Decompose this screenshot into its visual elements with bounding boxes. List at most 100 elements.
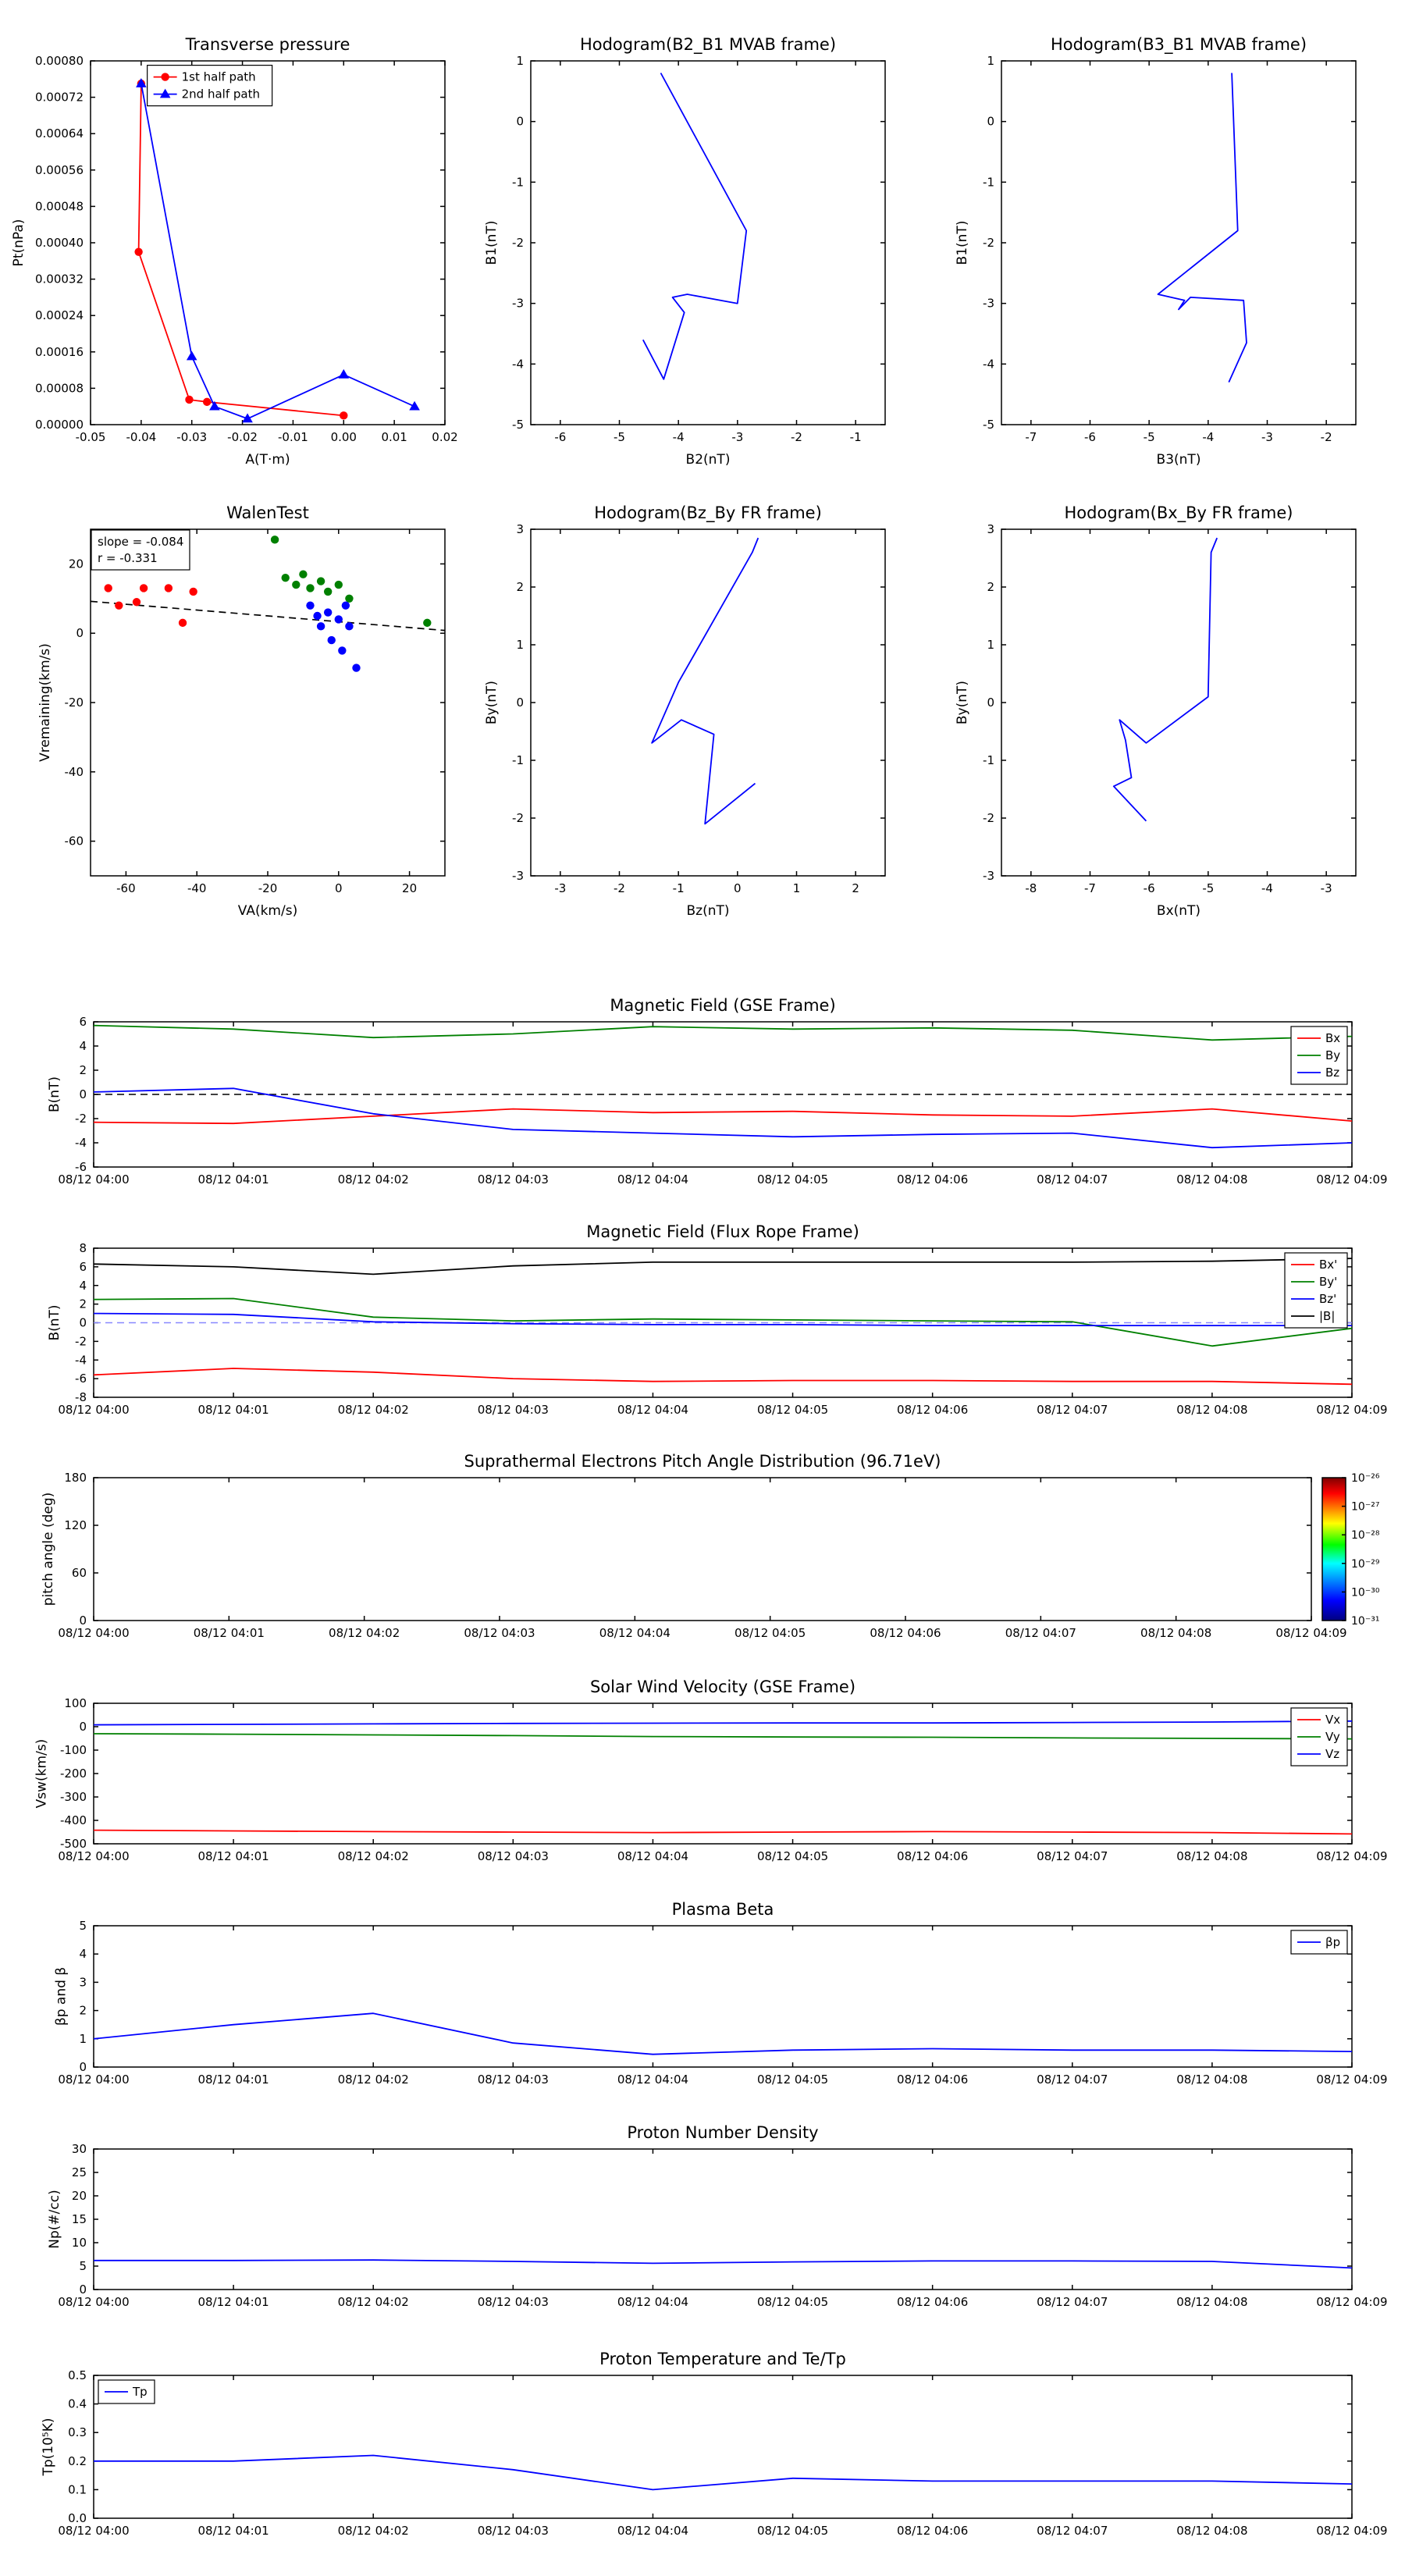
svg-text:Bz(nT): Bz(nT) [686, 903, 729, 919]
svg-text:βp and β: βp and β [54, 1967, 69, 2026]
svg-text:5: 5 [79, 2259, 87, 2273]
svg-text:Tp: Tp [132, 2385, 148, 2399]
svg-text:08/12 04:01: 08/12 04:01 [197, 1403, 269, 1417]
svg-text:-6: -6 [554, 430, 566, 444]
svg-text:0.00048: 0.00048 [35, 199, 84, 213]
svg-text:-4: -4 [673, 430, 685, 444]
svg-text:B(nT): B(nT) [47, 1076, 62, 1112]
svg-text:08/12 04:03: 08/12 04:03 [464, 1626, 535, 1640]
svg-text:1: 1 [516, 638, 524, 652]
svg-text:0.00016: 0.00016 [35, 345, 84, 359]
svg-text:Bx: Bx [1325, 1031, 1340, 1045]
svg-text:10⁻²⁷: 10⁻²⁷ [1351, 1501, 1379, 1514]
svg-text:Vy: Vy [1325, 1730, 1340, 1744]
svg-text:08/12 04:07: 08/12 04:07 [1037, 1172, 1108, 1187]
walen-test-chart: -60 -40 -20 0 20 -60 -40 -20 0 20 WalenTest VA(km/s… [37, 503, 446, 919]
svg-text:-0.05: -0.05 [76, 430, 106, 444]
svg-text:2: 2 [79, 1297, 87, 1311]
svg-text:0: 0 [79, 1614, 87, 1628]
svg-text:3: 3 [987, 522, 994, 536]
svg-text:08/12 04:06: 08/12 04:06 [897, 1172, 968, 1187]
svg-text:0.01: 0.01 [381, 430, 407, 444]
svg-text:-20: -20 [65, 696, 84, 710]
svg-text:-7: -7 [1025, 430, 1037, 444]
svg-text:08/12 04:00: 08/12 04:00 [58, 2295, 129, 2309]
svg-text:Hodogram(Bx_By FR frame): Hodogram(Bx_By FR frame) [1065, 503, 1293, 523]
svg-text:0: 0 [79, 1087, 87, 1101]
svg-text:08/12 04:09: 08/12 04:09 [1316, 1403, 1387, 1417]
svg-text:08/12 04:03: 08/12 04:03 [478, 2524, 549, 2538]
svg-text:0.00056: 0.00056 [35, 163, 84, 177]
svg-text:08/12 04:04: 08/12 04:04 [617, 1849, 688, 1863]
svg-text:-1: -1 [850, 430, 862, 444]
plasma-beta-chart: 08/12 04:00 08/12 04:01 08/12 04:02 08/12 0… [54, 1900, 1388, 2087]
svg-text:0.0: 0.0 [68, 2511, 87, 2525]
svg-text:-4: -4 [75, 1136, 87, 1150]
pitch-angle-colorbar: 10⁻²⁶ 10⁻²⁷ 10⁻²⁸ 10⁻²⁹ 10⁻³⁰ 10⁻³¹ [1321, 1472, 1380, 1628]
svg-text:08/12 04:05: 08/12 04:05 [757, 1403, 828, 1417]
svg-text:-2: -2 [75, 1334, 87, 1348]
svg-text:1: 1 [987, 54, 994, 68]
svg-text:-4: -4 [1202, 430, 1214, 444]
svg-text:08/12 04:00: 08/12 04:00 [58, 2073, 129, 2087]
svg-text:0.00: 0.00 [331, 430, 357, 444]
svg-text:-500: -500 [60, 1837, 87, 1851]
svg-text:Hodogram(Bz_By FR frame): Hodogram(Bz_By FR frame) [594, 503, 822, 523]
svg-text:1: 1 [516, 54, 524, 68]
svg-text:B3(nT): B3(nT) [1157, 452, 1201, 468]
svg-text:-3: -3 [1321, 881, 1332, 895]
svg-text:08/12 04:08: 08/12 04:08 [1176, 1172, 1247, 1187]
svg-text:-3: -3 [1261, 430, 1273, 444]
svg-text:08/12 04:01: 08/12 04:01 [197, 1172, 269, 1187]
svg-text:r = -0.331: r = -0.331 [98, 551, 158, 565]
svg-text:-1: -1 [512, 753, 524, 767]
svg-text:-2: -2 [512, 811, 524, 825]
svg-text:2: 2 [852, 881, 859, 895]
svg-text:-2: -2 [983, 811, 994, 825]
svg-text:10⁻³⁰: 10⁻³⁰ [1351, 1586, 1380, 1599]
svg-text:08/12 04:01: 08/12 04:01 [197, 1849, 269, 1863]
svg-text:08/12 04:08: 08/12 04:08 [1176, 1403, 1247, 1417]
svg-text:-5: -5 [512, 418, 524, 432]
svg-text:1: 1 [793, 881, 801, 895]
svg-text:0: 0 [79, 2282, 87, 2297]
svg-text:-40: -40 [187, 881, 207, 895]
svg-text:Vremaining(km/s): Vremaining(km/s) [37, 643, 53, 762]
hodogram-bz-by-chart: -3 -2 -1 0 1 2 -3 -2 -1 0 1 2 3 Hodogram(Bz_By FR fra… [484, 503, 886, 919]
svg-text:25: 25 [72, 2165, 87, 2179]
svg-text:B(nT): B(nT) [47, 1304, 62, 1340]
svg-text:08/12 04:08: 08/12 04:08 [1176, 1849, 1247, 1863]
svg-text:08/12 04:02: 08/12 04:02 [338, 2524, 409, 2538]
svg-text:-0.04: -0.04 [126, 430, 156, 444]
svg-text:4: 4 [79, 1279, 87, 1293]
svg-text:Bx(nT): Bx(nT) [1157, 903, 1200, 919]
svg-text:08/12 04:00: 08/12 04:00 [58, 1626, 129, 1640]
svg-text:08/12 04:04: 08/12 04:04 [617, 2524, 688, 2538]
svg-text:B1(nT): B1(nT) [484, 221, 500, 265]
svg-text:-3: -3 [983, 297, 994, 311]
svg-text:08/12 04:04: 08/12 04:04 [617, 1403, 688, 1417]
svg-text:-40: -40 [65, 765, 84, 779]
svg-text:|B|: |B| [1319, 1309, 1335, 1323]
svg-text:10⁻²⁶: 10⁻²⁶ [1351, 1472, 1380, 1485]
solar-wind-velocity-chart: 08/12 04:00 08/12 04:01 08/12 04:02 08/12 0… [34, 1678, 1387, 1863]
svg-text:Proton Temperature and Te/Tp: Proton Temperature and Te/Tp [599, 2350, 846, 2368]
svg-text:08/12 04:08: 08/12 04:08 [1176, 2073, 1247, 2087]
svg-text:0: 0 [987, 115, 994, 129]
svg-text:Magnetic Field (GSE Frame): Magnetic Field (GSE Frame) [610, 996, 835, 1015]
svg-text:20: 20 [402, 881, 417, 895]
svg-text:-2: -2 [512, 236, 524, 250]
svg-text:0.00072: 0.00072 [35, 91, 84, 105]
svg-text:Pt(nPa): Pt(nPa) [11, 219, 27, 267]
svg-text:2: 2 [516, 580, 524, 594]
svg-text:-0.03: -0.03 [176, 430, 207, 444]
svg-text:08/12 04:02: 08/12 04:02 [338, 1403, 409, 1417]
svg-text:-200: -200 [60, 1767, 87, 1781]
svg-text:0.00008: 0.00008 [35, 381, 84, 395]
svg-text:08/12 04:03: 08/12 04:03 [478, 1849, 549, 1863]
svg-text:Hodogram(B3_B1 MVAB frame): Hodogram(B3_B1 MVAB frame) [1051, 35, 1307, 55]
svg-text:0: 0 [987, 696, 994, 710]
pitch-angle-distribution-chart: 08/12 04:00 08/12 04:01 08/12 04:02 08/12 0… [41, 1452, 1347, 1640]
svg-text:0.00000: 0.00000 [35, 418, 84, 432]
svg-text:08/12 04:06: 08/12 04:06 [897, 2295, 968, 2309]
